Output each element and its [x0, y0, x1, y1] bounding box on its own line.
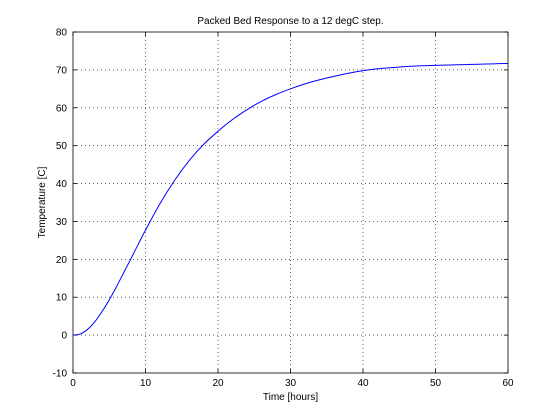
x-tick-label: 10 [140, 378, 152, 389]
y-tick-label: 70 [56, 65, 68, 76]
chart-title: Packed Bed Response to a 12 degC step. [197, 16, 383, 27]
y-tick-label: -10 [53, 369, 68, 380]
y-tick-label: 0 [61, 331, 67, 342]
grid-lines [73, 32, 508, 373]
y-axis-label: Temperature [C] [37, 166, 48, 238]
y-tick-label: 30 [56, 217, 68, 228]
x-tick-label: 20 [212, 378, 224, 389]
x-tick-label: 40 [357, 378, 369, 389]
x-axis-label: Time [hours] [263, 392, 318, 403]
y-tick-label: 50 [56, 141, 68, 152]
y-tick-label: 10 [56, 293, 68, 304]
y-tick-label: 60 [56, 103, 68, 114]
x-tick-label: 50 [430, 378, 442, 389]
y-tick-label: 20 [56, 255, 68, 266]
axes-box [72, 31, 509, 374]
plot-area [73, 32, 508, 373]
y-tick-label: 40 [56, 179, 68, 190]
x-tick-label: 60 [502, 378, 514, 389]
x-tick-label: 30 [285, 378, 297, 389]
x-tick-label: 0 [70, 378, 76, 389]
y-tick-label: 80 [56, 28, 68, 39]
series-line [72, 62, 509, 336]
